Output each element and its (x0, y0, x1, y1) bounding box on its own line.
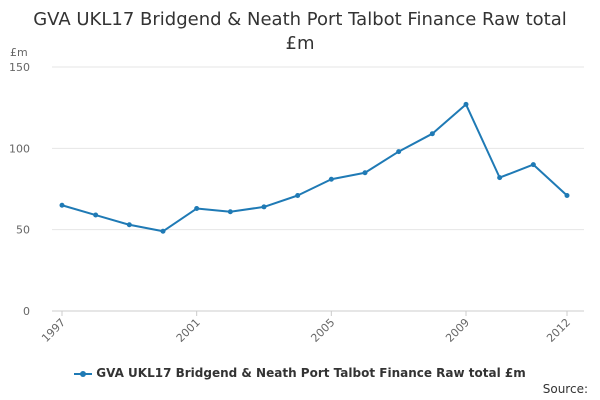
y-tick-label: 50 (16, 224, 30, 237)
legend[interactable]: GVA UKL17 Bridgend & Neath Port Talbot F… (0, 366, 600, 380)
y-tick-label: 150 (9, 61, 30, 74)
legend-swatch-dot (80, 370, 87, 377)
data-point[interactable] (194, 206, 200, 212)
x-tick-label: 2009 (443, 316, 472, 345)
data-point[interactable] (160, 228, 166, 234)
x-tick-label: 2001 (174, 316, 203, 345)
x-axis-ticks: 1997 2001 2005 2009 2012 (39, 311, 573, 345)
chart-title: GVA UKL17 Bridgend & Neath Port Talbot F… (0, 8, 600, 56)
gridlines (52, 66, 584, 312)
y-tick-label: 0 (23, 305, 30, 318)
y-tick-label: 100 (9, 142, 30, 155)
data-point[interactable] (93, 212, 99, 218)
data-point[interactable] (362, 170, 368, 176)
y-axis-ticks: 0 50 100 150 (9, 61, 30, 318)
data-point[interactable] (261, 204, 267, 210)
data-point[interactable] (295, 193, 301, 199)
series-line (61, 103, 568, 233)
x-tick-label: 2012 (544, 316, 573, 345)
data-point[interactable] (429, 131, 435, 137)
x-tick-label: 1997 (39, 316, 68, 345)
data-point[interactable] (227, 209, 233, 215)
data-point[interactable] (497, 175, 503, 181)
data-point[interactable] (59, 202, 65, 208)
series-group (59, 101, 570, 234)
chart-title-line1: GVA UKL17 Bridgend & Neath Port Talbot F… (33, 9, 567, 30)
y-axis-unit-label: £m (10, 46, 28, 59)
source-label: Source: (542, 382, 588, 396)
data-point[interactable] (126, 222, 132, 228)
data-point[interactable] (564, 193, 570, 199)
chart-title-line2: £m (285, 33, 315, 54)
legend-swatch (74, 369, 93, 379)
data-point[interactable] (530, 162, 536, 168)
data-point[interactable] (463, 101, 469, 107)
legend-label: GVA UKL17 Bridgend & Neath Port Talbot F… (96, 366, 526, 380)
data-point[interactable] (328, 176, 334, 182)
x-tick-label: 2005 (308, 316, 337, 345)
data-point[interactable] (396, 149, 402, 155)
